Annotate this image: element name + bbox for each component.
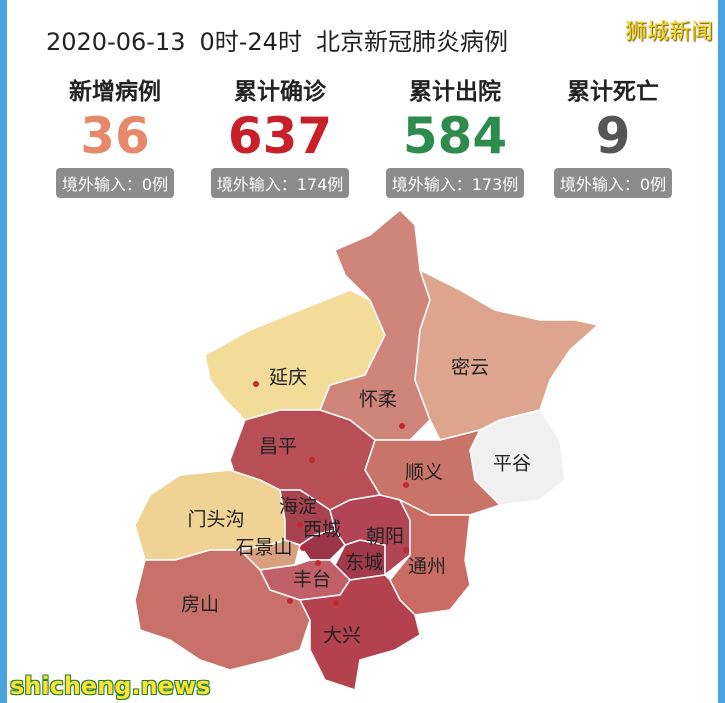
district-label: 门头沟 <box>187 509 244 531</box>
time: 0时-24时 <box>199 28 302 56</box>
district-label: 密云 <box>451 357 489 379</box>
district-dot <box>399 423 405 429</box>
stat-label: 累计死亡 <box>567 79 659 105</box>
district-label: 海淀 <box>279 496 317 518</box>
stat-note: 境外输入：0例 <box>55 168 175 198</box>
header: 2020-06-13 0时-24时 北京新冠肺炎病例 <box>46 22 522 57</box>
district-label: 大兴 <box>323 625 361 647</box>
stat-label: 累计确诊 <box>234 79 326 105</box>
district-dot <box>253 381 259 387</box>
region <box>298 574 421 691</box>
district-dot <box>333 600 339 606</box>
stat-value: 36 <box>80 107 150 165</box>
stat-label: 累计出院 <box>409 79 501 105</box>
district-dot <box>300 545 306 551</box>
stat: 累计死亡 9 境外输入：0例 <box>528 72 698 198</box>
watermark: shicheng.news <box>10 672 211 700</box>
district-label: 西城 <box>303 519 341 541</box>
stat: 累计出院 584 境外输入：173例 <box>370 72 540 198</box>
stat-value: 584 <box>402 107 508 165</box>
region <box>329 494 411 577</box>
district-label: 东城 <box>345 552 383 574</box>
date: 2020-06-13 <box>46 28 186 56</box>
stat-value: 637 <box>227 107 333 165</box>
stat: 新增病例 36 境外输入：0例 <box>30 72 200 198</box>
title: 北京新冠肺炎病例 <box>315 28 508 56</box>
region <box>414 268 600 441</box>
district-label: 昌平 <box>259 436 297 458</box>
district-dot <box>403 482 409 488</box>
district-dot <box>309 457 315 463</box>
district-label: 朝阳 <box>366 526 404 548</box>
watermark: 狮城新闻 <box>624 20 713 45</box>
district-dot <box>287 598 293 604</box>
district-label: 丰台 <box>293 569 331 591</box>
district-label: 石景山 <box>235 537 292 559</box>
district-label: 房山 <box>181 594 219 616</box>
district-dot <box>345 550 351 556</box>
stat-note: 境外输入：174例 <box>210 168 350 198</box>
district-label: 通州 <box>408 556 446 578</box>
region <box>389 498 471 616</box>
district-label: 平谷 <box>493 453 531 475</box>
district-label: 顺义 <box>405 462 443 484</box>
district-dot <box>297 522 303 528</box>
stat-value: 9 <box>595 107 631 165</box>
district-label: 怀柔 <box>359 389 397 411</box>
district-label: 延庆 <box>269 367 307 389</box>
stat-note: 境外输入：173例 <box>385 168 525 198</box>
stat-note: 境外输入：0例 <box>553 168 673 198</box>
district-dot <box>315 560 321 566</box>
stat-label: 新增病例 <box>69 79 161 105</box>
stat: 累计确诊 637 境外输入：174例 <box>195 72 365 198</box>
district-dot <box>403 547 409 553</box>
